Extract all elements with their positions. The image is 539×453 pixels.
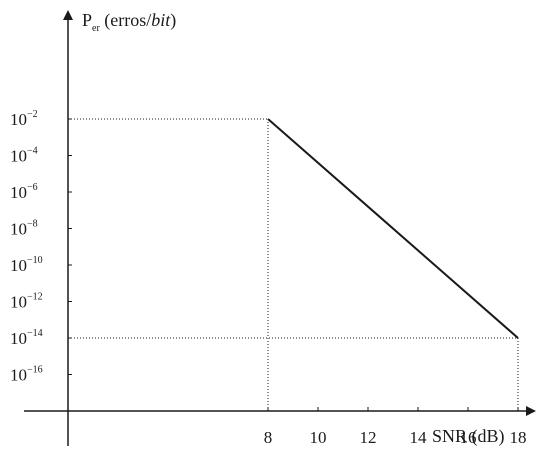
x-tick-label: 14 [410,428,428,447]
series-line [267,118,519,339]
y-tick-label: 10−4 [10,146,38,166]
x-tick-label: 10 [310,428,327,447]
y-tick-label: 10−6 [10,182,38,202]
y-tick-label: 10−2 [10,109,38,129]
x-tick-label: 18 [510,428,527,447]
y-tick-label: 10−12 [10,292,43,312]
y-axis-title: Per (erros/bit) [82,10,176,34]
y-tick-label: 10−16 [10,365,43,385]
x-ticks: 8101214161820 [264,407,527,447]
y-tick-label: 10−8 [10,219,38,239]
x-axis-title: SNR (dB) [432,426,505,447]
y-ticks: 10−2 10−4 10−6 10−8 10−10 10−12 10−14 10−16 [10,109,72,385]
y-tick-label: 10−10 [10,255,43,275]
guide-lines [68,118,519,411]
x-tick-label: 8 [264,428,273,447]
y-tick-label: 10−14 [10,328,43,348]
x-tick-label: 12 [360,428,377,447]
series-layer [267,118,519,339]
x-tick-label: 16 [460,428,477,447]
